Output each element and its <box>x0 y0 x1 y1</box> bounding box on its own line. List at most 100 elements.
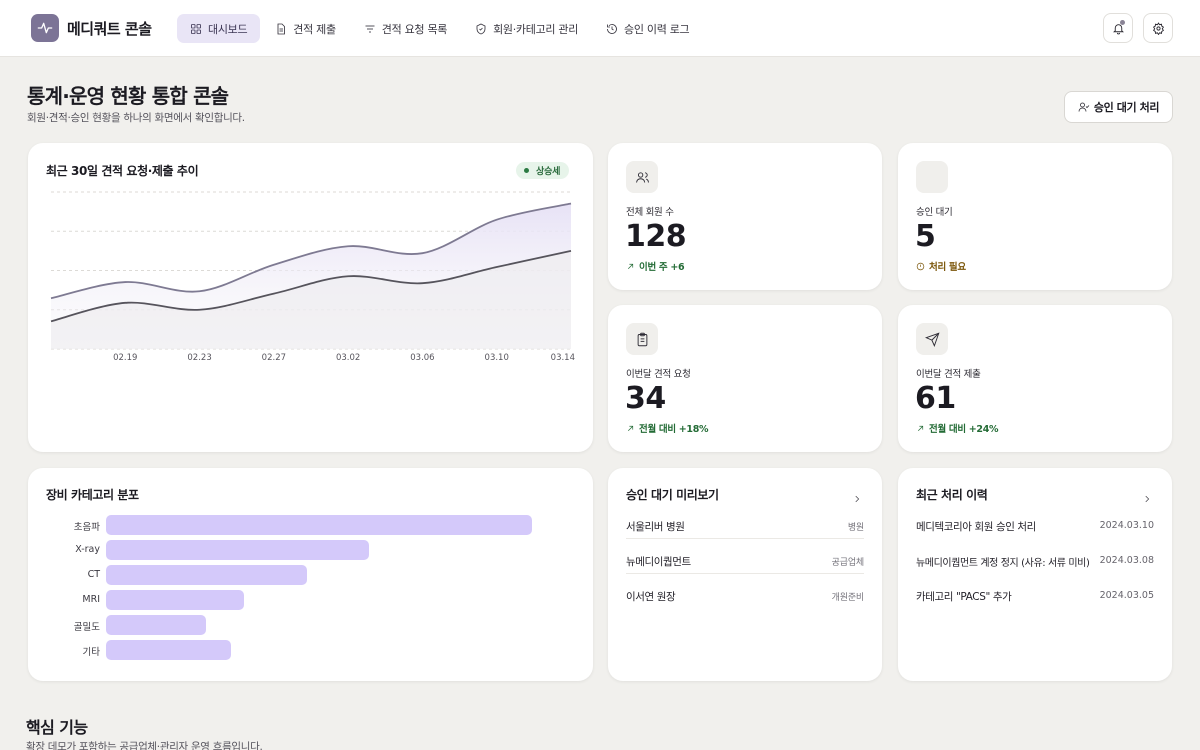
pending-row-name[interactable]: 이서연 원장 <box>626 591 676 603</box>
stat-note-text: 전월 대비 +24% <box>929 424 999 435</box>
send-icon <box>916 323 948 355</box>
series-line <box>50 202 572 300</box>
stat-label: 전체 회원 수 <box>626 207 674 218</box>
stat-note-text: 전월 대비 +18% <box>639 424 709 435</box>
history-row-text: 카테고리 "PACS" 추가 <box>916 591 1012 603</box>
x-tick-label: 03.10 <box>484 353 509 363</box>
x-tick-label: 02.19 <box>113 353 138 363</box>
chevron-right-icon[interactable] <box>852 489 862 503</box>
pending-row-type: 개원준비 <box>831 593 865 603</box>
filter-icon <box>365 25 375 32</box>
recent-history-card <box>898 468 1172 681</box>
stat-value: 61 <box>915 381 956 416</box>
page-subtitle: 회원·견적·승인 현황을 하나의 화면에서 확인합니다. <box>27 112 245 124</box>
nav-item-label: 견적 제출 <box>293 22 336 36</box>
category-label: CT <box>87 569 100 580</box>
category-label: 초음파 <box>73 522 100 533</box>
chevron-right-icon[interactable] <box>1142 489 1152 503</box>
status-dot <box>524 168 529 173</box>
stat-label: 승인 대기 <box>916 207 953 218</box>
divider <box>626 538 864 539</box>
history-row-text: 뉴메디이퀍먼트 계정 정지 (사유: 서류 미비) <box>916 558 1090 569</box>
shield-icon <box>476 23 486 34</box>
history-row-date: 2024.03.05 <box>1099 590 1154 601</box>
category-bar <box>106 565 307 585</box>
pending-row-type: 병원 <box>847 523 864 533</box>
blank-icon <box>916 161 948 193</box>
category-bar <box>106 615 206 635</box>
nav-item-quote-requests[interactable]: 견적 요청 목록 <box>351 14 460 43</box>
trend-chart-title: 최근 30일 견적 요청·제출 추이 <box>46 164 199 178</box>
x-tick-label: 03.14 <box>550 353 575 363</box>
user-check-icon <box>1078 102 1090 112</box>
pending-row-name[interactable]: 뉴메디이퀍먼트 <box>626 556 691 568</box>
stat-note: 처리 필요 <box>916 259 966 273</box>
features-section-title: 핵심 기능 <box>26 718 88 737</box>
x-tick-label: 03.06 <box>410 353 435 363</box>
bell-icon <box>1112 23 1124 34</box>
trend-badge-label: 상승세 <box>536 167 561 177</box>
category-label: 골밀도 <box>73 622 100 633</box>
page-title: 통계·운영 현황 통합 콘솔 <box>27 84 229 108</box>
series-line <box>50 249 572 323</box>
stat-note: 전월 대비 +24% <box>916 421 999 435</box>
stat-note-text: 이번 주 +6 <box>639 262 685 273</box>
history-row-date: 2024.03.10 <box>1099 520 1154 531</box>
nav-item-member-category[interactable]: 회원·카테고리 관리 <box>462 14 591 43</box>
category-bar <box>106 640 231 660</box>
stat-label: 이번달 견적 제출 <box>916 369 981 380</box>
process-pending-approvals-button[interactable]: 승인 대기 처리 <box>1064 91 1173 123</box>
x-tick-label: 02.23 <box>187 353 212 363</box>
grid-icon <box>191 23 201 34</box>
history-row-text: 메디텍코리아 회원 승인 처리 <box>916 521 1036 533</box>
stat-value: 128 <box>625 219 687 254</box>
users-icon <box>626 161 658 193</box>
history-icon <box>607 23 617 34</box>
app-logo[interactable] <box>31 14 59 42</box>
stat-note-text: 처리 필요 <box>929 262 966 273</box>
stat-note: 전월 대비 +18% <box>626 421 709 435</box>
x-tick-label: 02.27 <box>261 353 287 363</box>
category-bar <box>106 515 532 535</box>
category-label: MRI <box>82 594 100 605</box>
arrow-up-right-icon <box>628 425 634 431</box>
arrow-up-right-icon <box>918 425 924 431</box>
stat-note: 이번 주 +6 <box>626 259 685 273</box>
category-bar <box>106 540 369 560</box>
activity-icon <box>37 22 53 34</box>
nav-item-dashboard[interactable]: 대시보드 <box>177 14 261 43</box>
clipboard-icon <box>626 323 658 355</box>
alert-circle-icon <box>916 262 925 270</box>
features-section-subtitle: 확장 데모가 포함하는 공급업체·관리자 운영 흐름입니다. <box>26 741 263 750</box>
stat-value: 34 <box>625 381 666 416</box>
nav-item-label: 승인 이력 로그 <box>624 22 690 36</box>
process-pending-label: 승인 대기 처리 <box>1093 101 1160 114</box>
notifications-button[interactable] <box>1103 13 1133 43</box>
pending-row-name[interactable]: 서울리버 병원 <box>626 521 685 533</box>
divider <box>626 573 864 574</box>
category-bar <box>106 590 244 610</box>
stat-value: 5 <box>915 219 936 254</box>
category-label: 기타 <box>82 647 100 658</box>
category-distribution-title: 장비 카테고리 분포 <box>46 488 139 502</box>
stat-label: 이번달 견적 요청 <box>626 369 691 380</box>
top-navigation-bar: 메디쿼트 콘솔 대시보드 견적 제출 견적 요청 목록 회원·카테고리 관리 승… <box>0 0 1200 57</box>
x-tick-label: 03.02 <box>335 353 361 363</box>
history-row-date: 2024.03.08 <box>1099 555 1154 566</box>
nav-item-quote-submit[interactable]: 견적 제출 <box>262 14 348 43</box>
pending-approval-preview-card <box>608 468 882 681</box>
notification-dot <box>1120 20 1125 25</box>
gear-icon <box>1152 21 1164 35</box>
nav-item-label: 회원·카테고리 관리 <box>493 22 579 36</box>
nav-item-label: 대시보드 <box>208 22 248 36</box>
pending-preview-title: 승인 대기 미리보기 <box>626 488 719 502</box>
app-title: 메디쿼트 콘솔 <box>67 20 152 38</box>
trend-status-badge: 상승세 <box>516 162 570 179</box>
main-nav: 대시보드 견적 제출 견적 요청 목록 회원·카테고리 관리 승인 이력 로그 <box>177 14 702 43</box>
nav-item-approval-log[interactable]: 승인 이력 로그 <box>593 14 702 43</box>
settings-button[interactable] <box>1143 13 1173 43</box>
series-area <box>51 250 571 349</box>
arrow-up-right-icon <box>628 263 634 269</box>
nav-item-label: 견적 요청 목록 <box>381 22 448 36</box>
